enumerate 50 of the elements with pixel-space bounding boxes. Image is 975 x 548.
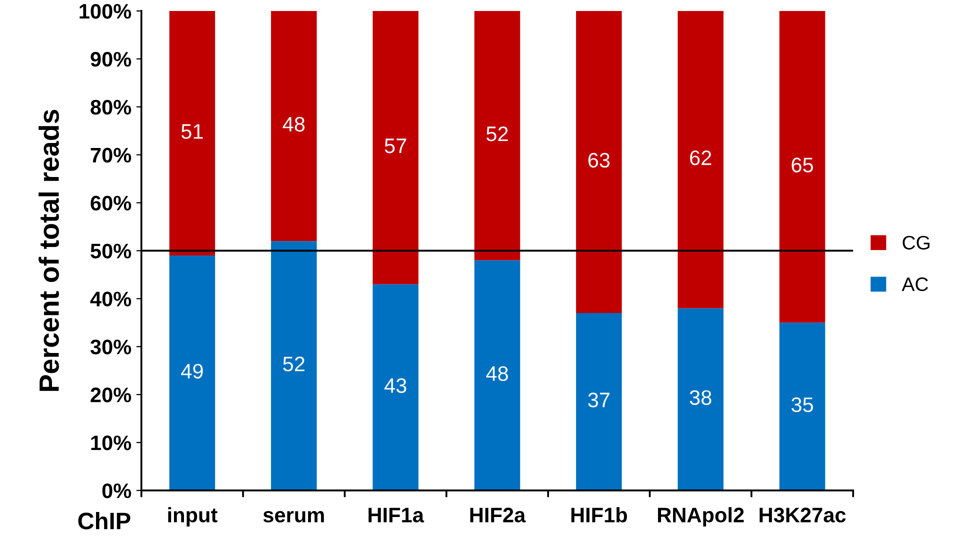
x-tick-label: H3K27ac <box>760 508 846 522</box>
x-tick-label: HIF2a <box>470 508 526 522</box>
data-label: 37 <box>588 392 610 408</box>
bar <box>372 10 418 284</box>
y-tick-label: 20% <box>90 388 132 402</box>
x-tick-label: RNApol2 <box>658 507 744 527</box>
data-label: 43 <box>384 378 406 393</box>
data-label: 48 <box>282 116 305 132</box>
legend-label: CG <box>902 236 930 250</box>
y-tick-label: 30% <box>90 340 132 354</box>
x-axis-title: ChIP <box>78 512 130 530</box>
y-tick-label: 70% <box>90 148 132 163</box>
bar <box>169 256 216 490</box>
y-tick-label: 0% <box>102 483 132 498</box>
data-label: 48 <box>486 366 508 381</box>
y-tick-label: 80% <box>90 100 132 115</box>
bar <box>169 10 216 256</box>
data-label: 35 <box>791 397 813 412</box>
data-label: 38 <box>690 390 712 405</box>
y-tick-label: 40% <box>90 292 132 306</box>
bar <box>271 10 317 242</box>
x-tick-label: input <box>168 507 218 527</box>
bar <box>678 10 724 308</box>
x-tick-label: HIF1b <box>571 507 628 522</box>
bar <box>576 10 622 314</box>
y-tick-label: 10% <box>91 436 132 450</box>
x-tick-label: serum <box>263 511 324 522</box>
y-axis-title: Percent of total reads <box>38 110 59 391</box>
data-label: 62 <box>690 150 712 166</box>
data-label: 63 <box>588 152 610 168</box>
bar <box>271 241 317 490</box>
y-tick-label: 60% <box>90 196 132 211</box>
bar <box>474 10 520 260</box>
data-label: 52 <box>486 126 508 142</box>
data-label: 52 <box>283 356 304 372</box>
legend-label: AC <box>902 277 928 292</box>
bar <box>779 10 826 323</box>
data-label: 65 <box>792 158 813 172</box>
data-label: 51 <box>181 124 203 139</box>
y-tick-label: 100% <box>80 4 132 19</box>
data-label: 49 <box>181 364 203 379</box>
x-tick-label: HIF1a <box>368 508 424 522</box>
bar <box>678 308 724 490</box>
y-tick-label: 90% <box>90 52 132 67</box>
bar <box>474 260 520 490</box>
data-label: 57 <box>384 138 406 154</box>
bar <box>576 313 622 490</box>
bar <box>372 284 418 490</box>
bar <box>779 322 826 490</box>
y-tick-label: 50% <box>90 244 132 258</box>
